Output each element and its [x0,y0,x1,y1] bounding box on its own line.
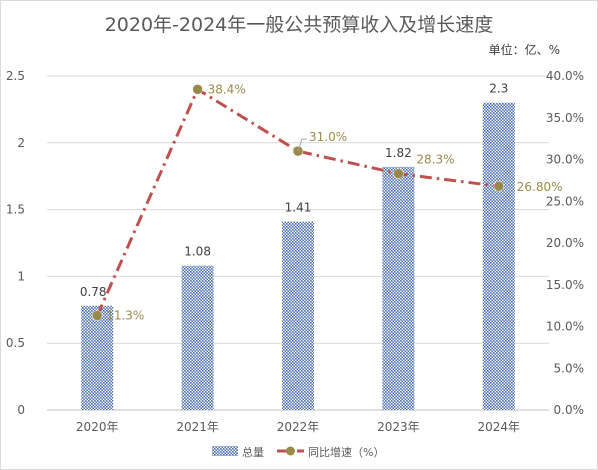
y-right-tick-label: 0.0% [554,403,585,417]
bar [282,221,314,410]
bar [382,166,415,410]
y-left-tick-label: 0.5 [6,336,25,350]
y-right-tick-label: 5.0% [554,361,585,375]
unit-note: 单位：亿、% [489,42,560,57]
bar [81,305,114,410]
x-tick-label: 2024年 [478,420,521,434]
legend-label-bars: 总量 [242,445,264,459]
y-right-tick-label: 40.0% [546,69,584,83]
growth-value-label: 11.3% [106,309,144,323]
y-left-tick-label: 0 [17,403,25,417]
bar-value-label: 1.82 [385,146,412,160]
bar [482,102,515,410]
y-left-tick-label: 2.5 [6,69,25,83]
growth-value-label: 26.80% [517,180,563,194]
x-tick-label: 2022年 [277,420,320,434]
legend-marker [286,446,295,456]
growth-line [95,87,499,317]
legend-label-line: 同比增速（%） [308,445,384,459]
y-right-tick-label: 30.0% [546,153,584,167]
growth-marker [393,168,404,179]
x-tick-label: 2020年 [76,420,119,434]
x-tick-label: 2023年 [377,420,420,434]
y-right-tick-label: 10.0% [546,320,584,334]
growth-value-label: 28.3% [416,153,454,167]
growth-marker [91,310,103,321]
y-right-tick-label: 15.0% [546,278,584,292]
y-left-tick-label: 1 [17,269,25,283]
x-tick-label: 2021年 [176,420,219,434]
y-left-tick-label: 2 [17,136,25,150]
growth-value-label: 31.0% [309,130,347,144]
y-right-tick-label: 35.0% [546,111,584,125]
growth-value-label: 38.4% [208,82,246,96]
y-right-tick-label: 20.0% [546,236,584,250]
bar [181,265,214,410]
y-left-tick-label: 1.5 [6,203,25,217]
y-right-tick-label: 25.0% [546,194,584,208]
bar-value-label: 1.41 [285,201,312,215]
bar-value-label: 0.78 [80,285,107,299]
label-leader-line [297,138,307,152]
chart-title: 2020年-2024年一般公共预算收入及增长速度 [105,14,494,36]
legend-swatch-bars [212,446,238,456]
bar-value-label: 2.3 [489,82,508,96]
growth-marker [192,84,203,95]
growth-marker [493,180,505,192]
bar-value-label: 1.08 [184,245,211,259]
